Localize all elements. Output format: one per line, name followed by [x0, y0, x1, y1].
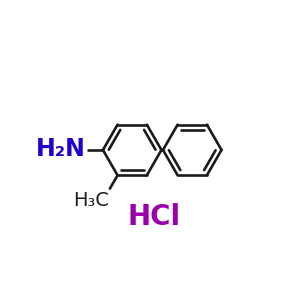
- Text: HCl: HCl: [127, 203, 180, 231]
- Text: H₃C: H₃C: [73, 191, 109, 210]
- Text: H₂N: H₂N: [36, 137, 86, 161]
